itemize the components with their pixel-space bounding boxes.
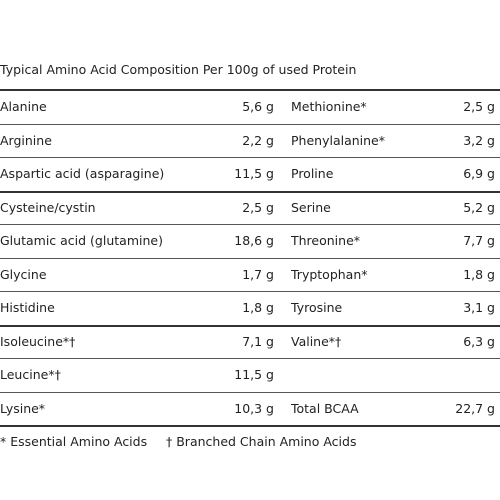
amino-acid-name: Leucine*†	[0, 367, 61, 382]
amount: 2,2 g	[242, 132, 274, 148]
row-divider	[0, 358, 500, 359]
row-divider	[0, 392, 500, 393]
amount: 22,7 g	[455, 400, 495, 416]
amount: 5,6 g	[242, 99, 274, 114]
row-divider	[0, 425, 500, 427]
amount: 1,7 g	[242, 266, 274, 282]
amount: 1,8 g	[463, 266, 495, 282]
amino-acid-name: Histidine	[0, 300, 55, 315]
amino-acid-name: Serine	[291, 199, 331, 215]
amino-acid-name: Cysteine/cystin	[0, 199, 96, 215]
amino-acid-name: Alanine	[0, 99, 47, 114]
row-divider	[0, 291, 500, 292]
amino-acid-name: Glutamic acid (glutamine)	[0, 233, 163, 248]
amount: 3,1 g	[463, 300, 495, 315]
row-divider	[0, 325, 500, 327]
amino-acid-name: Proline	[291, 166, 334, 181]
amino-acid-name: Lysine*	[0, 400, 46, 416]
amount: 3,2 g	[463, 132, 495, 148]
row-divider	[0, 191, 500, 193]
row-divider	[0, 224, 500, 225]
amino-acid-name: Valine*†	[291, 333, 342, 349]
footnote: * Essential Amino Acids	[0, 434, 148, 449]
row-divider	[0, 124, 500, 125]
amino-acid-name: Glycine	[0, 266, 47, 282]
amino-acid-name: Arginine	[0, 132, 52, 148]
amount: 1,8 g	[242, 300, 274, 315]
amount: 2,5 g	[242, 199, 274, 215]
amino-acid-name: Total BCAA	[291, 400, 359, 416]
amount: 7,7 g	[463, 233, 495, 248]
amino-acid-name: Isoleucine*†	[0, 333, 76, 349]
amino-acid-name: Methionine*	[291, 99, 367, 114]
amount: 10,3 g	[234, 400, 274, 416]
table-border	[0, 89, 500, 91]
amount: 6,3 g	[463, 333, 495, 349]
amino-acid-name: Phenylalanine*	[291, 132, 385, 148]
row-divider	[0, 157, 500, 158]
row-divider	[0, 258, 500, 259]
amino-acid-name: Tryptophan*	[291, 266, 368, 282]
amount: 18,6 g	[234, 233, 274, 248]
amount: 7,1 g	[242, 333, 274, 349]
amino-acid-name: Tyrosine	[291, 300, 343, 315]
footnote: † Branched Chain Amino Acids	[166, 434, 357, 449]
amount: 6,9 g	[463, 166, 495, 181]
table-title: Typical Amino Acid Composition Per 100g …	[0, 62, 357, 77]
amount: 11,5 g	[234, 367, 274, 382]
amino-acid-name: Threonine*	[291, 233, 361, 248]
amount: 2,5 g	[463, 99, 495, 114]
amount: 11,5 g	[234, 166, 274, 181]
amount: 5,2 g	[463, 199, 495, 215]
amino-acid-name: Aspartic acid (asparagine)	[0, 166, 165, 181]
